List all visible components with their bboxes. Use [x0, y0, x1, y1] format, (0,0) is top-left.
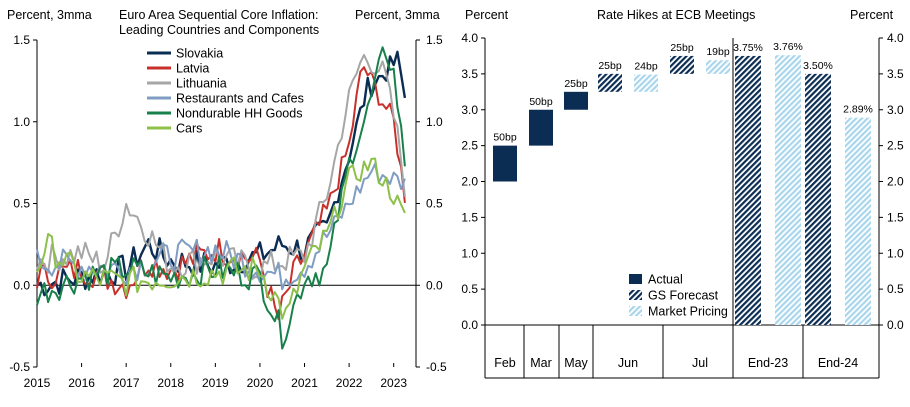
right-ytick-label: 0.0	[426, 278, 443, 292]
legend-label: Latvia	[176, 62, 209, 76]
category-label: May	[564, 356, 588, 370]
category-label: Jul	[692, 356, 708, 370]
bar-value-label: 50bp	[493, 132, 517, 144]
left-xtick-label: 2017	[113, 376, 140, 390]
legend-label: Restaurants and Cafes	[176, 92, 304, 106]
series-line-nondurable-hh-goods	[36, 46, 406, 350]
left-ytick-label: 1.0	[13, 115, 30, 129]
left-xtick-label: 2021	[291, 376, 318, 390]
bar-left-ytick-label: 3.5	[461, 67, 478, 81]
bar-value-label: 25bp	[564, 78, 588, 90]
left-chart-title: Euro Area Sequential Core Inflation:	[119, 8, 318, 22]
bar-right-ytick-label: 0.0	[887, 318, 904, 332]
bar-value-label: 24bp	[634, 61, 658, 73]
bar-value-label: 19bp	[706, 46, 730, 58]
right-chart: Percent Percent Rate Hikes at ECB Meetin…	[461, 8, 904, 379]
bar-left-ytick-label: 3.0	[461, 103, 478, 117]
bar-right-ytick-label: 2.0	[887, 175, 904, 189]
bar-right-ytick-label: 1.5	[887, 210, 904, 224]
left-xtick-label: 2018	[157, 376, 184, 390]
legend-label: Lithuania	[176, 77, 227, 91]
bar-right-ytick-label: 2.5	[887, 139, 904, 153]
bar-jul-market-pricing	[706, 60, 730, 74]
left-ytick-label: 0.5	[13, 197, 30, 211]
bar-feb-actual	[493, 145, 517, 182]
legend-label: Nondurable HH Goods	[176, 107, 302, 121]
bar-value-label: 25bp	[670, 42, 694, 54]
bar-right-ytick-label: 3.0	[887, 103, 904, 117]
left-chart-ylabel-left: Percent, 3mma	[7, 8, 92, 22]
bar-end-23-market-pricing	[775, 55, 801, 325]
bar-end-23-gs-forecast	[735, 55, 761, 325]
bar-value-label: 25bp	[598, 60, 622, 72]
bar-value-label: 3.76%	[773, 41, 803, 53]
category-label: Feb	[494, 356, 516, 370]
right-ytick-label: -0.5	[426, 360, 447, 374]
left-chart-subtitle: Leading Countries and Components	[119, 23, 319, 37]
bar-legend-swatch	[629, 274, 642, 284]
bar-may-actual	[564, 91, 588, 110]
legend-label: Cars	[176, 122, 202, 136]
left-xtick-label: 2016	[68, 376, 95, 390]
bar-left-ytick-label: 2.0	[461, 175, 478, 189]
left-xtick-label: 2022	[336, 376, 363, 390]
bar-right-ytick-label: 3.5	[887, 67, 904, 81]
legend-label: Slovakia	[176, 47, 223, 61]
right-chart-title: Rate Hikes at ECB Meetings	[597, 8, 755, 22]
bar-left-ytick-label: 2.5	[461, 139, 478, 153]
bar-left-ytick-label: 1.0	[461, 246, 478, 260]
bar-jul-gs-forecast	[670, 55, 694, 74]
left-ytick-label: 1.5	[13, 33, 30, 47]
right-ytick-label: 1.5	[426, 33, 443, 47]
bar-legend-swatch	[629, 290, 642, 300]
category-label: Mar	[530, 356, 552, 370]
bar-right-ytick-label: 0.5	[887, 282, 904, 296]
left-xtick-label: 2023	[380, 376, 407, 390]
bar-mar-actual	[529, 109, 553, 146]
category-label: End-23	[748, 356, 788, 370]
left-xtick-label: 2019	[202, 376, 229, 390]
right-ytick-label: 1.0	[426, 115, 443, 129]
bar-value-label: 2.89%	[843, 104, 873, 116]
category-label: Jun	[618, 356, 638, 370]
bar-left-ytick-label: 0.0	[461, 318, 478, 332]
left-xtick-label: 2020	[247, 376, 274, 390]
bar-left-ytick-label: 0.5	[461, 282, 478, 296]
right-legend: Actual GS Forecast Market Pricing	[629, 273, 728, 319]
bar-jun-gs-forecast	[598, 73, 622, 92]
bar-legend-label: GS Forecast	[648, 289, 719, 303]
right-chart-ylabel-right: Percent	[850, 8, 894, 22]
bar-end-24-market-pricing	[845, 117, 871, 325]
bar-legend-swatch	[629, 306, 642, 316]
series-line-cars	[36, 157, 406, 320]
right-ytick-label: 0.5	[426, 197, 443, 211]
left-xtick-label: 2015	[24, 376, 51, 390]
bar-right-ytick-label: 4.0	[887, 31, 904, 45]
bar-legend-label: Market Pricing	[648, 305, 728, 319]
left-chart-ylabel-right: Percent, 3mma	[355, 8, 440, 22]
bar-end-24-gs-forecast	[805, 73, 831, 325]
left-ytick-label: 0.0	[13, 278, 30, 292]
bar-left-ytick-label: 4.0	[461, 31, 478, 45]
bar-value-label: 50bp	[529, 96, 553, 108]
left-chart: Percent, 3mma Percent, 3mma Euro Area Se…	[7, 8, 447, 390]
left-ytick-label: -0.5	[9, 360, 30, 374]
category-label: End-24	[818, 356, 858, 370]
bar-value-label: 3.75%	[733, 42, 763, 54]
bar-jun-market-pricing	[634, 74, 658, 92]
bar-legend-label: Actual	[648, 273, 683, 287]
bar-right-ytick-label: 1.0	[887, 246, 904, 260]
bar-value-label: 3.50%	[803, 60, 833, 72]
bar-left-ytick-label: 1.5	[461, 210, 478, 224]
right-chart-ylabel-left: Percent	[465, 8, 509, 22]
